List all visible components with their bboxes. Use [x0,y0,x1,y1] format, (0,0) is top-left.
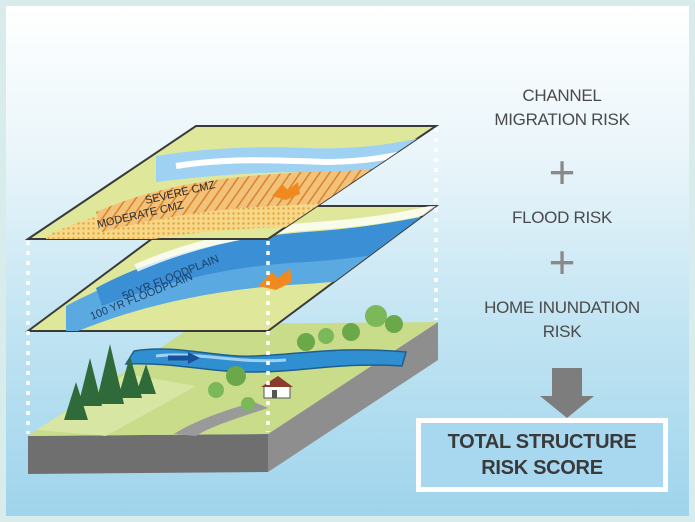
floodplain-50yr-area [96,212,436,306]
plus-icon: + [548,146,576,198]
layer-connector-lines [26,128,438,434]
layered-risk-illustration: 50 YR FLOODPLAIN 100 YR FLOODPLAIN SEVER… [24,125,594,474]
home-inundation-risk-label: HOME INUNDATION RISK [484,298,640,341]
channel-migration-risk-label: CHANNEL MIGRATION RISK [494,86,630,129]
deciduous-trees-icon [208,305,403,411]
total-structure-risk-score-box: TOTAL STRUCTURE RISK SCORE [416,418,668,492]
river-channel-map [156,132,436,182]
evergreen-trees-icon [64,344,156,420]
down-arrow-icon [540,368,594,418]
flood-risk-label: FLOOD RISK [512,208,612,227]
plus-icon: + [548,236,576,288]
structure-marker-icon [272,182,300,200]
road [174,402,268,436]
total-structure-risk-score-label: TOTAL STRUCTURE RISK SCORE [447,431,637,479]
terrain-block [28,305,438,474]
terrain-front-face [28,434,268,474]
